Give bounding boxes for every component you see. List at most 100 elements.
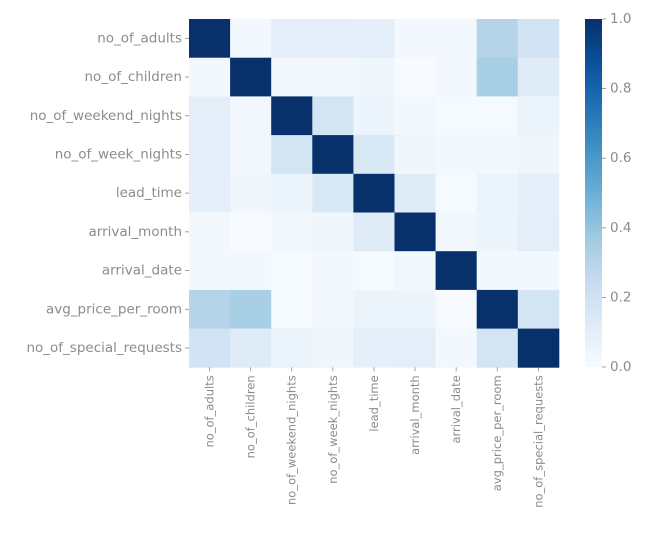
row-label: no_of_week_nights: [55, 146, 182, 162]
colorbar-tick-label: 0.4: [610, 220, 631, 236]
heatmap-cell-6-3: [312, 251, 354, 291]
row-label: no_of_weekend_nights: [30, 108, 182, 124]
column-label: no_of_weekend_nights: [285, 375, 299, 505]
heatmap-cell-4-3: [312, 173, 354, 213]
heatmap-cell-0-3: [312, 19, 354, 59]
heatmap-cell-8-5: [394, 328, 436, 368]
heatmap-cell-4-5: [394, 173, 436, 213]
heatmap-cell-5-7: [476, 212, 519, 252]
heatmap-cell-4-0: [189, 173, 231, 213]
heatmap-cell-4-7: [476, 173, 519, 213]
column-label: avg_price_per_room: [490, 375, 504, 491]
heatmap-cell-6-8: [517, 251, 560, 291]
colorbar-tick-label: 0.6: [610, 150, 631, 166]
heatmap-cell-2-2: [271, 96, 313, 136]
heatmap-cell-0-4: [353, 19, 395, 59]
heatmap-cell-8-8: [517, 328, 560, 368]
heatmap-cell-7-8: [517, 289, 560, 329]
heatmap-cell-1-3: [312, 57, 354, 97]
row-label: no_of_children: [85, 69, 183, 85]
column-label: no_of_children: [244, 375, 258, 458]
heatmap-cell-5-5: [394, 212, 436, 252]
heatmap-cell-5-1: [230, 212, 272, 252]
heatmap-cell-1-4: [353, 57, 395, 97]
heatmap-cell-7-5: [394, 289, 436, 329]
heatmap-cell-7-4: [353, 289, 395, 329]
heatmap-cell-1-7: [476, 57, 519, 97]
heatmap-cell-2-8: [517, 96, 560, 136]
heatmap-cell-8-0: [189, 328, 231, 368]
heatmap-cell-4-2: [271, 173, 313, 213]
heatmap-cell-3-4: [353, 135, 395, 175]
heatmap-cell-5-2: [271, 212, 313, 252]
column-label: no_of_adults: [203, 375, 217, 447]
heatmap-cell-7-1: [230, 289, 272, 329]
row-labels: no_of_adults no_of_children no_of_weekend_…: [26, 30, 189, 356]
heatmap-cell-8-6: [435, 328, 478, 368]
heatmap-cell-0-2: [271, 19, 313, 59]
heatmap-cell-5-3: [312, 212, 354, 252]
heatmap-cell-5-8: [517, 212, 560, 252]
heatmap-cell-3-8: [517, 135, 560, 175]
heatmap-cell-3-0: [189, 135, 231, 175]
heatmap-cell-0-1: [230, 19, 272, 59]
colorbar-gradient: [585, 19, 602, 367]
row-label: avg_price_per_room: [46, 301, 182, 317]
heatmap-cell-3-1: [230, 135, 272, 175]
heatmap-cell-4-6: [435, 173, 478, 213]
heatmap-cell-7-6: [435, 289, 478, 329]
heatmap-cell-2-6: [435, 96, 478, 136]
heatmap-cell-3-7: [476, 135, 519, 175]
heatmap-cell-5-6: [435, 212, 478, 252]
column-label: lead_time: [367, 375, 381, 431]
heatmap-cell-1-0: [189, 57, 231, 97]
column-labels: no_of_adults no_of_children no_of_weekend_…: [203, 367, 545, 508]
heatmap-cell-6-0: [189, 251, 231, 291]
row-label: arrival_date: [102, 263, 182, 279]
column-label: arrival_date: [449, 375, 463, 443]
heatmap-cell-6-5: [394, 251, 436, 291]
heatmap-cell-0-0: [189, 19, 231, 59]
heatmap-cell-5-4: [353, 212, 395, 252]
heatmap-cell-3-2: [271, 135, 313, 175]
heatmap-cell-2-3: [312, 96, 354, 136]
colorbar-tick-label: 0.0: [610, 359, 631, 375]
colorbar-tick-label: 0.2: [610, 289, 631, 305]
heatmap-cell-8-1: [230, 328, 272, 368]
heatmap-cell-0-5: [394, 19, 436, 59]
row-label: lead_time: [116, 185, 182, 201]
heatmap-cell-3-5: [394, 135, 436, 175]
colorbar-tick-label: 1.0: [610, 11, 631, 27]
heatmap-cell-4-8: [517, 173, 560, 213]
heatmap-cell-6-7: [476, 251, 519, 291]
heatmap-cell-6-4: [353, 251, 395, 291]
heatmap-cell-8-4: [353, 328, 395, 368]
heatmap-cell-7-3: [312, 289, 354, 329]
heatmap-cell-5-0: [189, 212, 231, 252]
heatmap-cell-7-2: [271, 289, 313, 329]
column-label: no_of_special_requests: [531, 375, 545, 508]
heatmap-cell-6-1: [230, 251, 272, 291]
heatmap-cell-1-5: [394, 57, 436, 97]
heatmap-cell-3-6: [435, 135, 478, 175]
heatmap-cell-2-0: [189, 96, 231, 136]
heatmap-cells: [189, 19, 560, 368]
heatmap-cell-7-0: [189, 289, 231, 329]
heatmap-cell-6-2: [271, 251, 313, 291]
heatmap-cell-0-6: [435, 19, 478, 59]
heatmap-cell-0-7: [476, 19, 519, 59]
heatmap-cell-1-8: [517, 57, 560, 97]
heatmap-cell-8-3: [312, 328, 354, 368]
heatmap-cell-2-1: [230, 96, 272, 136]
heatmap-cell-3-3: [312, 135, 354, 175]
colorbar-tick-label: 0.8: [610, 81, 631, 97]
column-label: no_of_week_nights: [326, 375, 340, 483]
column-label: arrival_month: [408, 375, 422, 455]
heatmap-cell-8-2: [271, 328, 313, 368]
heatmap-cell-7-7: [476, 289, 519, 329]
colorbar: 0.0 0.2 0.4 0.6 0.8 1.0: [585, 11, 631, 375]
row-label: no_of_adults: [97, 30, 182, 46]
heatmap-cell-4-1: [230, 173, 272, 213]
